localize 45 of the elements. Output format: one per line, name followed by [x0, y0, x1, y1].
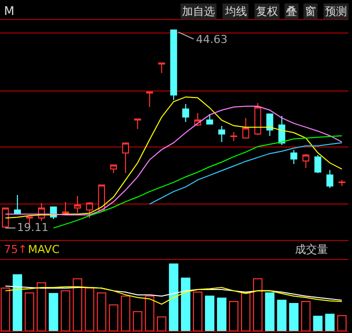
candlestick [230, 132, 238, 142]
candlestick [134, 118, 142, 130]
candlestick [266, 114, 274, 136]
bar [168, 264, 178, 331]
bar [48, 292, 58, 331]
candlestick [158, 62, 166, 74]
candlestick [290, 150, 298, 164]
candlestick [218, 125, 226, 142]
text: 复权 [256, 5, 278, 18]
text: 均线 [224, 5, 247, 18]
candlestick [242, 117, 250, 138]
candlestick [182, 104, 190, 123]
candlestick [14, 194, 21, 215]
text: 预测 [325, 5, 347, 18]
candlestick [170, 30, 178, 100]
text: M [4, 4, 14, 18]
text: 加自选 [182, 5, 215, 18]
candlestick [326, 169, 334, 188]
annotation: 44.63 [196, 33, 228, 46]
bar [325, 314, 335, 331]
text: 叠 [286, 5, 297, 18]
bar [289, 303, 299, 331]
text: 窗 [305, 5, 316, 18]
bar [277, 300, 286, 331]
bar [265, 292, 274, 331]
candlestick [98, 184, 105, 210]
candlestick [86, 201, 93, 218]
candlestick [314, 154, 322, 174]
text: MAVC [28, 243, 60, 256]
bar [180, 278, 190, 331]
candlestick [74, 196, 81, 214]
text: 成交量 [295, 243, 328, 256]
candlestick [62, 201, 69, 215]
bar [313, 316, 323, 331]
candlestick [122, 142, 130, 174]
bar [204, 296, 214, 331]
annotation: 19.11 [17, 221, 48, 234]
bar [217, 298, 226, 331]
candlestick [302, 153, 310, 169]
candlestick [110, 164, 117, 174]
candlestick [146, 91, 154, 108]
text: 75↑ [4, 243, 28, 256]
candlestick [338, 179, 346, 187]
candlestick [206, 114, 214, 125]
bar [12, 274, 22, 331]
